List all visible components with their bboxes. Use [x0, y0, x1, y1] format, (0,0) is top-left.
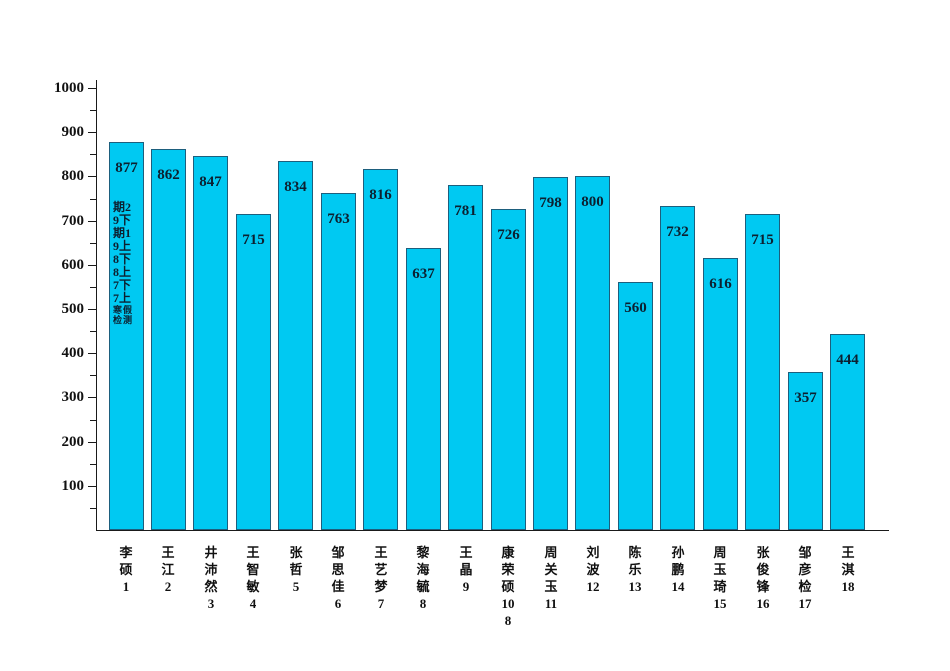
x-axis-category-label: 李 硕 1: [119, 545, 133, 594]
y-axis-tick-label: 100: [61, 478, 85, 494]
bar: 715: [745, 214, 780, 530]
x-axis-category-label: 王 晶 9: [459, 545, 473, 594]
y-axis-tick-label: 800: [61, 168, 85, 184]
x-axis-category-label: 邹 思 佳 6: [331, 545, 345, 611]
y-axis-minor-tick: [90, 243, 96, 244]
x-axis-category-label: 王 淇 18: [841, 545, 855, 594]
x-axis-category-label: 陈 乐 13: [628, 545, 642, 594]
x-axis-category-label: 张 哲 5: [289, 545, 303, 594]
bar: 877 期2 9下 期1 9上 8下 8上 7下 7上 寒假 检测: [109, 142, 144, 530]
y-axis-tick-label: 300: [61, 389, 85, 405]
bar-value-label: 763: [327, 211, 350, 227]
bar: 834: [278, 161, 313, 530]
x-axis-line: [96, 530, 889, 531]
bar: 560: [618, 282, 653, 530]
bar-value-label: 444: [836, 352, 859, 368]
y-axis-major-tick: [88, 309, 96, 310]
y-axis-minor-tick: [90, 110, 96, 111]
y-axis-major-tick: [88, 88, 96, 89]
bar: 847: [193, 156, 228, 530]
bar: 800: [575, 176, 610, 530]
x-axis-category-label: 周 关 玉 11: [544, 545, 558, 611]
y-axis-major-tick: [88, 132, 96, 133]
bar: 781: [448, 185, 483, 530]
x-axis-category-label: 刘 波 12: [586, 545, 600, 594]
bar: 444: [830, 334, 865, 530]
x-axis-category-label: 王 江 2: [161, 545, 175, 594]
bar: 798: [533, 177, 568, 530]
x-axis-category-label: 王 智 敏 4: [246, 545, 260, 611]
x-axis-category-label: 黎 海 毓 8: [416, 545, 430, 611]
bar-value-label: 637: [412, 266, 435, 282]
bar-value-label: 847: [199, 174, 222, 190]
y-axis-tick-label: 400: [61, 345, 85, 361]
bar-annotation-small: 寒假 检测: [113, 305, 134, 325]
bar-value-label: 715: [242, 232, 265, 248]
bar-value-label: 616: [709, 276, 732, 292]
y-axis-line: [96, 80, 97, 530]
y-axis-minor-tick: [90, 331, 96, 332]
bar-value-label: 877: [115, 160, 138, 176]
y-axis-minor-tick: [90, 287, 96, 288]
y-axis-tick-label: 1000: [54, 80, 84, 96]
bar-value-label: 732: [666, 224, 689, 240]
bar-value-label: 862: [157, 167, 180, 183]
y-axis-minor-tick: [90, 199, 96, 200]
x-axis-category-label: 周 玉 琦 15: [713, 545, 727, 611]
y-axis-tick-label: 600: [61, 257, 85, 273]
bar-value-label: 816: [369, 187, 392, 203]
y-axis-minor-tick: [90, 508, 96, 509]
bar-value-label: 781: [454, 203, 477, 219]
bar-value-label: 715: [751, 232, 774, 248]
bar: 616: [703, 258, 738, 530]
y-axis-minor-tick: [90, 154, 96, 155]
bar: 726: [491, 209, 526, 530]
y-axis-tick-label: 200: [61, 434, 85, 450]
x-axis-category-label: 王 艺 梦 7: [374, 545, 388, 611]
y-axis-minor-tick: [90, 420, 96, 421]
bar: 732: [660, 206, 695, 530]
x-axis-category-label: 邹 彦 检 17: [798, 545, 812, 611]
bar-value-label: 726: [497, 227, 520, 243]
y-axis-tick-label: 900: [61, 124, 85, 140]
y-axis-major-tick: [88, 442, 96, 443]
x-axis-category-label: 张 俊 锋 16: [756, 545, 770, 611]
x-axis-category-label: 井 沛 然 3: [204, 545, 218, 611]
bar-value-label: 357: [794, 390, 817, 406]
bar-value-label: 800: [581, 194, 604, 210]
y-axis-major-tick: [88, 176, 96, 177]
bar: 715: [236, 214, 271, 530]
bar-annotation: 期2 9下 期1 9上 8下 8上 7下 7上: [113, 200, 132, 305]
bar: 357: [788, 372, 823, 530]
x-axis-category-label: 康 荣 硕 10 8: [501, 545, 515, 628]
y-axis-major-tick: [88, 397, 96, 398]
bar-value-label: 560: [624, 300, 647, 316]
plot-area: 877 期2 9下 期1 9上 8下 8上 7下 7上 寒假 检测 862 847 715…: [96, 88, 890, 530]
bar: 763: [321, 193, 356, 530]
y-axis-minor-tick: [90, 464, 96, 465]
y-axis-major-tick: [88, 221, 96, 222]
y-axis-major-tick: [88, 353, 96, 354]
bar-value-label: 834: [284, 179, 307, 195]
y-axis-major-tick: [88, 486, 96, 487]
bar: 862: [151, 149, 186, 530]
x-axis-category-label: 孙 鹏 14: [671, 545, 685, 594]
bar: 637: [406, 248, 441, 530]
y-axis-major-tick: [88, 265, 96, 266]
y-axis-tick-label: 500: [61, 301, 85, 317]
bar-value-label: 798: [539, 195, 562, 211]
y-axis-tick-label: 700: [61, 213, 85, 229]
y-axis-minor-tick: [90, 375, 96, 376]
bar: 816: [363, 169, 398, 530]
